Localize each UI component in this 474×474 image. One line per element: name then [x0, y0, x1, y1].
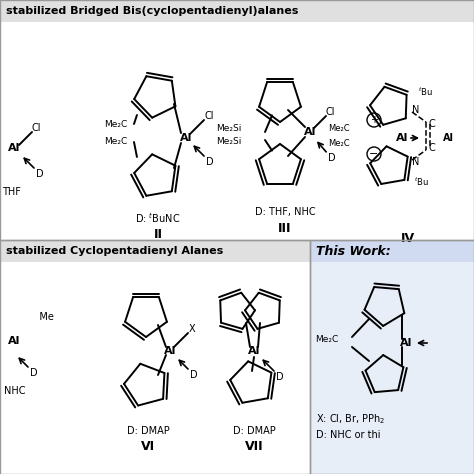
Text: IV: IV	[401, 231, 415, 245]
Text: NHC: NHC	[4, 386, 26, 396]
Text: D: D	[206, 157, 214, 167]
Bar	[310, 240, 474, 474]
Text: D: D	[328, 153, 336, 163]
Text: Al: Al	[180, 133, 192, 143]
Bar	[0, 240, 310, 474]
Text: N: N	[412, 105, 419, 115]
Text: X: X	[189, 324, 195, 334]
Text: Al: Al	[248, 346, 260, 356]
Text: Me₂C: Me₂C	[104, 119, 128, 128]
Text: D: DMAP: D: DMAP	[127, 426, 169, 436]
Text: Me₂C: Me₂C	[328, 139, 350, 148]
Text: Me: Me	[30, 312, 54, 322]
Text: Cl: Cl	[325, 107, 335, 117]
Text: D: D	[190, 370, 198, 380]
Text: III: III	[278, 221, 292, 235]
Text: Me₂C: Me₂C	[104, 137, 128, 146]
Text: Cl: Cl	[204, 111, 214, 121]
Text: D: NHC or thi: D: NHC or thi	[316, 430, 381, 440]
Text: Al: Al	[8, 336, 20, 346]
Text: Me₂C: Me₂C	[315, 335, 338, 344]
Bar	[0, 0, 474, 22]
Bar	[0, 240, 310, 474]
Text: Al: Al	[304, 127, 316, 137]
Text: D: D	[36, 169, 44, 179]
Text: Cl: Cl	[31, 123, 41, 133]
Text: X: Cl, Br, PPh$_2$: X: Cl, Br, PPh$_2$	[316, 412, 385, 426]
Text: D: DMAP: D: DMAP	[233, 426, 275, 436]
Text: D: D	[276, 372, 284, 382]
Bar	[310, 240, 474, 474]
Text: Me₂Si: Me₂Si	[217, 137, 242, 146]
Text: VII: VII	[245, 440, 264, 454]
Bar	[310, 240, 474, 262]
Text: Al: Al	[400, 338, 412, 348]
Text: stabilized Bridged Bis(cyclopentadienyl)alanes: stabilized Bridged Bis(cyclopentadienyl)…	[6, 6, 298, 16]
Text: D: D	[30, 368, 38, 378]
Text: Me₂Si: Me₂Si	[217, 124, 242, 133]
Text: Me₂C: Me₂C	[328, 124, 350, 133]
Text: VI: VI	[141, 440, 155, 454]
Text: II: II	[154, 228, 163, 240]
Text: THF: THF	[2, 187, 21, 197]
Text: Al: Al	[396, 133, 408, 143]
Text: $^t$Bu: $^t$Bu	[414, 176, 429, 188]
Bar	[0, 240, 310, 262]
Text: −: −	[369, 149, 379, 159]
Text: N: N	[412, 157, 419, 167]
Text: +: +	[370, 115, 378, 125]
Bar	[0, 0, 474, 240]
Text: $^t$Bu: $^t$Bu	[419, 86, 434, 98]
Text: Al: Al	[164, 346, 176, 356]
Text: C: C	[428, 119, 436, 129]
Text: Al: Al	[443, 133, 454, 143]
Text: This Work:: This Work:	[316, 245, 391, 257]
Text: C: C	[428, 143, 436, 153]
Text: Al: Al	[8, 143, 20, 153]
Text: D: THF, NHC: D: THF, NHC	[255, 207, 315, 217]
Bar	[0, 0, 474, 240]
Text: D: $^t$BuNC: D: $^t$BuNC	[135, 211, 181, 225]
Text: stabilized Cyclopentadienyl Alanes: stabilized Cyclopentadienyl Alanes	[6, 246, 223, 256]
